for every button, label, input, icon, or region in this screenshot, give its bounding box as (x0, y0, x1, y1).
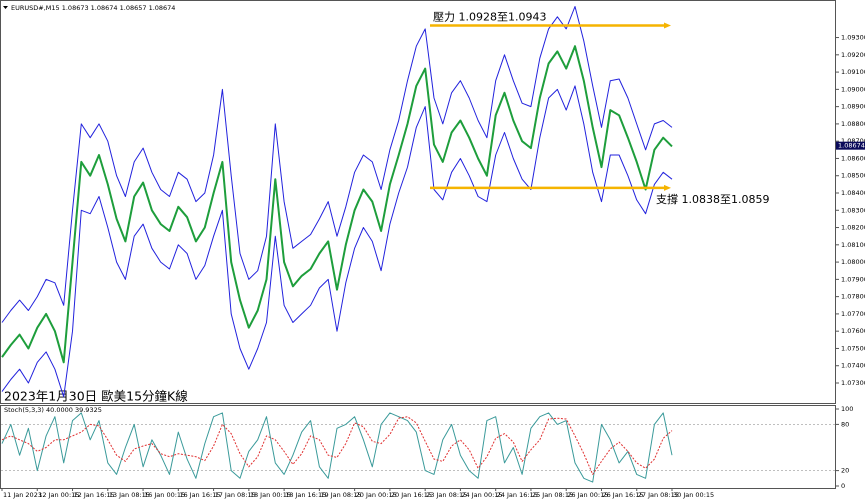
y-tick-label: 1.08100 (841, 241, 865, 249)
y-tick-label: 20 (841, 467, 849, 475)
x-tick-label: 26 Jan 16:15 (602, 491, 643, 499)
y-tick-label: 1.08700 (841, 137, 865, 145)
x-tick-label: 12 Jan 00:15 (38, 491, 79, 499)
x-tick-label: 12 Jan 16:15 (74, 491, 115, 499)
y-tick-label: 1.07600 (841, 327, 865, 335)
series-line (1, 45, 673, 364)
series-line (1, 412, 673, 483)
x-tick-label: 24 Jan 16:15 (497, 491, 538, 499)
x-tick-label: 20 Jan 16:15 (391, 491, 432, 499)
annotation-text: 支撐 1.0838至1.0859 (656, 192, 769, 206)
caption: 2023年1月30日 歐美15分鐘K線 (4, 389, 188, 404)
x-tick-label: 19 Jan 08:15 (320, 491, 361, 499)
x-tick-label: 11 Jan 2023 (3, 491, 42, 499)
x-tick-label: 17 Jan 08:15 (215, 491, 256, 499)
y-tick-label: 1.07400 (841, 362, 865, 370)
symbol-icon (3, 6, 8, 9)
x-tick-label: 16 Jan 00:15 (144, 491, 185, 499)
y-tick-label: 1.08000 (841, 258, 865, 266)
x-tick-label: 24 Jan 00:15 (461, 491, 502, 499)
annotation-text: 壓力 1.0928至1.0943 (433, 10, 546, 23)
x-tick-label: 18 Jan 16:15 (285, 491, 326, 499)
stoch-pane (0, 405, 836, 489)
x-tick-label: 16 Jan 16:15 (179, 491, 220, 499)
x-tick-label: 18 Jan 00:15 (250, 491, 291, 499)
y-tick-label: 1.08800 (841, 120, 865, 128)
last-price-box (836, 141, 865, 150)
y-tick-label: 100 (841, 405, 853, 413)
last-price-label: 1.08674 (838, 142, 865, 150)
y-tick-label: 1.09200 (841, 51, 865, 59)
y-tick-label: 1.07300 (841, 379, 865, 387)
y-tick-label: 1.08900 (841, 103, 865, 111)
x-tick-label: 26 Jan 00:15 (567, 491, 608, 499)
price-pane (0, 0, 836, 404)
series-line (1, 6, 673, 323)
y-tick-label: 1.08500 (841, 172, 865, 180)
x-tick-label: 20 Jan 00:15 (356, 491, 397, 499)
series-line (1, 85, 673, 398)
y-tick-label: 1.07900 (841, 275, 865, 283)
y-tick-label: 0 (841, 482, 845, 490)
stoch-title: Stoch(5,3,3) 40.0000 39.9325 (4, 406, 102, 414)
x-tick-label: 23 Jan 08:15 (426, 491, 467, 499)
y-tick-label: 80 (841, 420, 849, 428)
annotation-arrow (664, 22, 671, 29)
y-tick-label: 1.07700 (841, 310, 865, 318)
chart-title: EURUSD#,M15 1.08673 1.08674 1.08657 1.08… (11, 4, 175, 12)
y-tick-label: 1.08600 (841, 154, 865, 162)
y-tick-label: 1.08200 (841, 224, 865, 232)
x-tick-label: 30 Jan 00:15 (673, 491, 714, 499)
y-tick-label: 1.07500 (841, 344, 865, 352)
y-tick-label: 1.09100 (841, 68, 865, 76)
x-tick-label: 13 Jan 08:15 (109, 491, 150, 499)
y-tick-label: 1.08300 (841, 206, 865, 214)
x-tick-label: 25 Jan 08:15 (532, 491, 573, 499)
y-tick-label: 1.09000 (841, 85, 865, 93)
annotation-arrow (664, 184, 671, 191)
x-tick-label: 27 Jan 08:15 (638, 491, 679, 499)
y-tick-label: 1.08400 (841, 189, 865, 197)
y-tick-label: 1.09300 (841, 34, 865, 42)
y-tick-label: 1.07800 (841, 293, 865, 301)
